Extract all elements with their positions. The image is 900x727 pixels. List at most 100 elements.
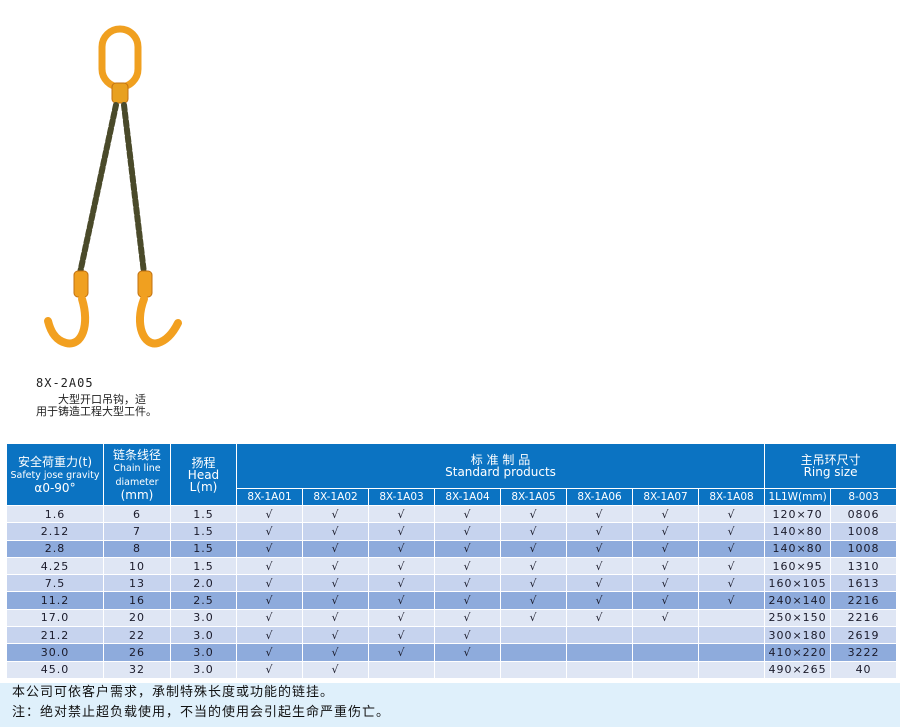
product-availability-cell: √ <box>434 574 501 593</box>
product-availability-cell: √ <box>434 504 501 524</box>
load-cell: 7.5 <box>6 574 104 593</box>
load-cell: 1.6 <box>6 504 104 524</box>
product-availability-cell <box>632 626 699 645</box>
load-cell: 2.8 <box>6 539 104 558</box>
header-product-4: 8X-1A04 <box>434 488 501 506</box>
ring-size-cell: 160×95 <box>764 556 832 576</box>
chain-diameter-cell: 6 <box>103 504 171 524</box>
ring-size-cell: 120×70 <box>764 504 832 524</box>
ring-code-cell: 1008 <box>830 539 898 558</box>
load-cell: 17.0 <box>6 608 104 628</box>
head-cell: 2.0 <box>170 574 237 593</box>
header-product-1: 8X-1A01 <box>236 488 303 506</box>
product-availability-cell: √ <box>302 591 369 610</box>
table-row: 2.12 7 1.5 √ √ √ √ √ √ √ √ 140×80 1008 <box>6 522 898 541</box>
product-availability-cell <box>697 660 766 679</box>
product-availability-cell: √ <box>434 643 501 662</box>
product-availability-cell <box>697 608 766 628</box>
product-availability-cell: √ <box>697 504 766 524</box>
ring-size-cell: 410×220 <box>764 643 832 662</box>
product-availability-cell: √ <box>236 591 303 610</box>
ring-size-cell: 140×80 <box>764 539 832 558</box>
product-availability-cell: √ <box>302 626 369 645</box>
product-availability-cell: √ <box>236 626 303 645</box>
safety-warning: 注：绝对禁止超负载使用，不当的使用会引起生命严重伤亡。 <box>12 705 391 720</box>
product-code: 8X-2A05 <box>36 376 94 390</box>
product-availability-cell <box>500 660 567 679</box>
product-availability-cell: √ <box>566 504 633 524</box>
product-availability-cell: √ <box>236 539 303 558</box>
head-cell: 2.5 <box>170 591 237 610</box>
product-availability-cell: √ <box>302 504 369 524</box>
product-description: 大型开口吊钩，适 用于铸造工程大型工件。 <box>36 394 176 418</box>
product-availability-cell <box>566 643 633 662</box>
product-availability-cell: √ <box>434 608 501 628</box>
ring-code-cell: 1613 <box>830 574 898 593</box>
load-cell: 2.12 <box>6 522 104 541</box>
product-availability-cell: √ <box>368 591 435 610</box>
header-standard-products: 标 准 制 品 Standard products <box>235 443 766 489</box>
ring-size-cell: 250×150 <box>764 608 832 628</box>
product-availability-cell: √ <box>302 574 369 593</box>
header-product-7: 8X-1A07 <box>632 488 699 506</box>
product-availability-cell: √ <box>566 608 633 628</box>
chain-diameter-cell: 22 <box>103 626 171 645</box>
table-row: 45.0 32 3.0 √ √ 490×265 40 <box>6 660 898 679</box>
product-availability-cell <box>500 626 567 645</box>
product-availability-cell: √ <box>632 539 699 558</box>
header-ring-size: 主吊环尺寸 Ring size <box>764 443 898 489</box>
product-availability-cell: √ <box>302 539 369 558</box>
product-availability-cell <box>368 660 435 679</box>
header-ring-col-1: 1L1W(mm) <box>764 488 832 506</box>
product-availability-cell: √ <box>632 556 699 576</box>
spec-table: 安全荷重力(t) Safety jose gravity α0-90° 链条线径 Ch… <box>6 443 898 679</box>
chain-diameter-cell: 16 <box>103 591 171 610</box>
product-availability-cell: √ <box>302 608 369 628</box>
product-availability-cell <box>566 626 633 645</box>
product-availability-cell: √ <box>632 591 699 610</box>
product-availability-cell: √ <box>434 591 501 610</box>
header-product-6: 8X-1A06 <box>566 488 633 506</box>
ring-size-cell: 240×140 <box>764 591 832 610</box>
product-availability-cell: √ <box>236 522 303 541</box>
header-product-5: 8X-1A05 <box>500 488 567 506</box>
product-availability-cell: √ <box>500 608 567 628</box>
product-availability-cell: √ <box>368 626 435 645</box>
load-cell: 45.0 <box>6 660 104 679</box>
load-cell: 30.0 <box>6 643 104 662</box>
product-availability-cell: √ <box>236 574 303 593</box>
product-availability-cell <box>566 660 633 679</box>
head-cell: 3.0 <box>170 626 237 645</box>
product-availability-cell: √ <box>500 591 567 610</box>
product-availability-cell: √ <box>302 556 369 576</box>
head-cell: 3.0 <box>170 643 237 662</box>
header-chain: 链条线径 Chain line diameter (mm) <box>103 443 171 506</box>
product-availability-cell: √ <box>434 556 501 576</box>
header-product-2: 8X-1A02 <box>302 488 369 506</box>
product-availability-cell: √ <box>500 504 567 524</box>
product-availability-cell: √ <box>368 522 435 541</box>
chain-diameter-cell: 7 <box>103 522 171 541</box>
product-availability-cell: √ <box>500 522 567 541</box>
chain-sling-image <box>44 25 182 348</box>
ring-code-cell: 2216 <box>830 591 898 610</box>
ring-code-cell: 3222 <box>830 643 898 662</box>
product-availability-cell: √ <box>434 626 501 645</box>
head-cell: 1.5 <box>170 556 237 576</box>
chain-diameter-cell: 13 <box>103 574 171 593</box>
product-availability-cell: √ <box>236 608 303 628</box>
product-availability-cell <box>632 643 699 662</box>
product-availability-cell: √ <box>697 574 766 593</box>
product-availability-cell: √ <box>236 660 303 679</box>
table-row: 4.25 10 1.5 √ √ √ √ √ √ √ √ 160×95 1310 <box>6 556 898 576</box>
ring-size-cell: 490×265 <box>764 660 832 679</box>
product-availability-cell: √ <box>434 539 501 558</box>
product-availability-cell: √ <box>566 574 633 593</box>
chain-diameter-cell: 20 <box>103 608 171 628</box>
head-cell: 1.5 <box>170 522 237 541</box>
ring-code-cell: 2619 <box>830 626 898 645</box>
ring-size-cell: 140×80 <box>764 522 832 541</box>
footer-notes: 本公司可依客户需求，承制特殊长度或功能的链挂。 注：绝对禁止超负载使用，不当的使… <box>0 683 900 727</box>
header-product-3: 8X-1A03 <box>368 488 435 506</box>
product-availability-cell: √ <box>302 660 369 679</box>
